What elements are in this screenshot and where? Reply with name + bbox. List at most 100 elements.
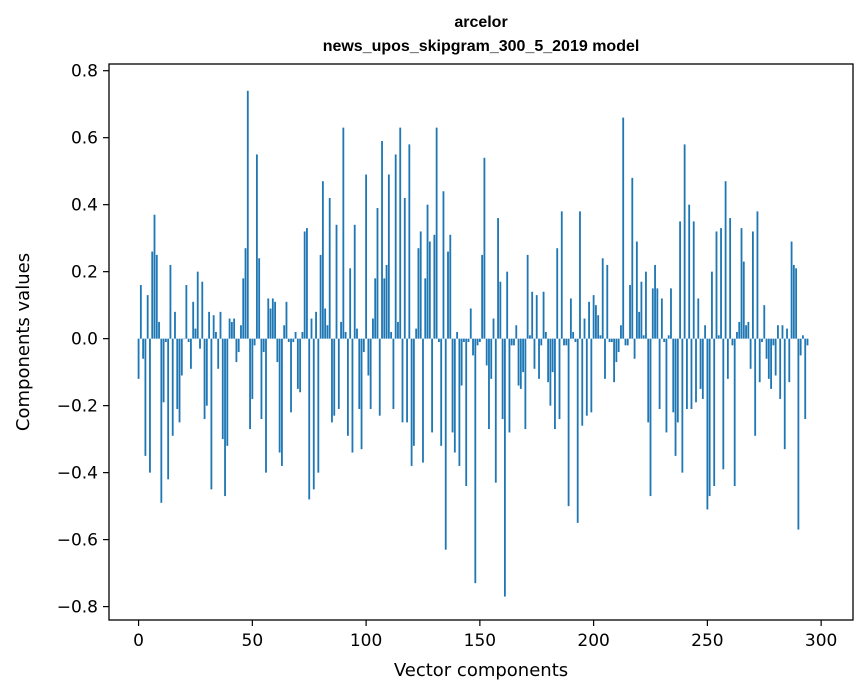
x-tick-label: 300 — [805, 631, 837, 651]
bar — [547, 338, 550, 383]
bar — [169, 264, 172, 339]
bar — [749, 338, 752, 369]
bar — [153, 214, 156, 339]
bar — [551, 338, 554, 373]
bar — [799, 338, 802, 356]
bar — [151, 251, 154, 339]
bar — [319, 254, 322, 339]
bar — [733, 338, 736, 487]
bar — [476, 338, 479, 346]
x-axis-label: Vector components — [394, 660, 568, 681]
bar — [485, 338, 488, 366]
y-tick-label: 0.4 — [71, 196, 98, 216]
bar — [494, 338, 497, 483]
bar — [139, 285, 142, 339]
bar — [296, 338, 299, 389]
bar — [676, 338, 679, 423]
bar — [335, 224, 338, 339]
bar — [190, 338, 192, 369]
bar — [631, 177, 634, 339]
bar — [253, 338, 256, 346]
bar — [267, 298, 270, 339]
bar — [376, 208, 379, 339]
bar — [326, 325, 329, 339]
x-tick-label: 50 — [242, 631, 264, 651]
y-axis-label: Components values — [13, 253, 34, 431]
bar — [738, 321, 741, 339]
y-tick-label: −0.6 — [57, 531, 98, 551]
bar — [199, 338, 201, 349]
bar — [654, 264, 656, 339]
bar — [542, 291, 545, 339]
bar — [321, 181, 324, 339]
bar — [797, 338, 800, 530]
chart-subtitle: news_upos_skipgram_300_5_2019 model — [323, 38, 640, 55]
bar — [770, 338, 772, 389]
bar — [620, 325, 622, 339]
bar — [674, 338, 677, 456]
bar — [194, 328, 197, 339]
bar — [287, 338, 290, 342]
bar — [408, 144, 411, 339]
bar — [328, 197, 331, 339]
x-tick-label: 150 — [464, 631, 496, 651]
bar — [765, 338, 768, 359]
bar — [385, 264, 388, 339]
bar — [658, 338, 661, 409]
bar — [205, 338, 208, 406]
bar — [144, 338, 147, 456]
bar — [467, 338, 470, 342]
bar — [403, 197, 406, 339]
bar — [706, 338, 709, 510]
bar — [308, 338, 311, 500]
bar — [185, 285, 188, 339]
bar — [440, 338, 443, 446]
bar — [419, 231, 422, 339]
bar — [392, 338, 395, 409]
bar — [640, 281, 643, 339]
bar — [349, 268, 352, 339]
bar — [701, 338, 704, 399]
bar — [699, 338, 702, 389]
bar — [463, 338, 465, 342]
bar — [563, 338, 565, 346]
bar — [162, 338, 165, 403]
y-tick-label: 0.8 — [71, 62, 98, 82]
bar — [176, 338, 179, 409]
bar — [447, 251, 449, 339]
bar — [362, 338, 365, 353]
bar — [142, 338, 145, 359]
bar — [544, 331, 547, 339]
bar — [624, 338, 627, 346]
bar — [240, 325, 242, 339]
bar — [312, 338, 315, 490]
bar — [449, 234, 452, 339]
bar — [292, 338, 295, 342]
x-tick-label: 200 — [577, 631, 609, 651]
bar — [665, 338, 668, 433]
bar — [306, 228, 308, 339]
bar — [465, 338, 468, 487]
bar — [683, 144, 686, 339]
bar — [692, 221, 695, 339]
bar — [579, 211, 581, 339]
bar — [337, 338, 340, 409]
bar — [779, 338, 782, 399]
bar — [792, 264, 795, 339]
bar — [346, 338, 349, 436]
bar — [804, 338, 807, 420]
bar — [535, 295, 538, 339]
bar — [164, 338, 167, 342]
bar — [180, 338, 183, 376]
bar — [360, 338, 363, 450]
bar — [244, 248, 247, 339]
bar — [686, 338, 688, 409]
bar — [228, 318, 231, 339]
bar — [431, 338, 433, 433]
bar — [212, 315, 215, 339]
bar — [513, 338, 515, 346]
plot-frame — [108, 63, 854, 621]
bar — [451, 338, 454, 433]
bar — [428, 241, 431, 339]
